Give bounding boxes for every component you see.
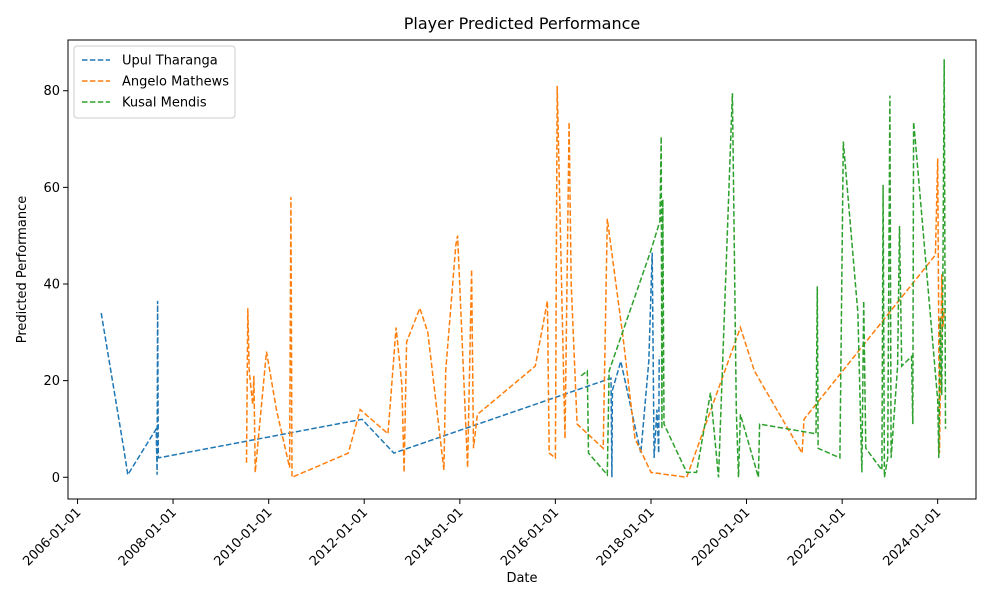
legend-box [73, 45, 236, 119]
y-tick-label-1: 20 [43, 374, 60, 389]
plot-frame [67, 39, 977, 500]
y-tick-label-2: 40 [43, 277, 60, 292]
x-axis-title: Date [506, 571, 537, 586]
y-tick-label-0: 0 [52, 471, 60, 486]
series-layer [100, 59, 947, 479]
series-line-0 [100, 252, 660, 478]
y-tick-label-4: 80 [43, 84, 60, 99]
y-axis-title: Predicted Performance [15, 196, 30, 344]
legend-label-1: Angelo Mathews [122, 75, 229, 90]
series-line-2 [580, 59, 947, 478]
y-axis: 0 20 40 60 80 [43, 84, 68, 486]
legend-label-2: Kusal Mendis [122, 96, 207, 111]
y-tick-label-3: 60 [43, 181, 60, 196]
chart-title: Player Predicted Performance [404, 14, 640, 33]
legend: Upul Tharanga Angelo Mathews Kusal Mendis [73, 45, 236, 119]
series-line-1 [245, 85, 945, 479]
legend-label-0: Upul Tharanga [122, 54, 218, 69]
